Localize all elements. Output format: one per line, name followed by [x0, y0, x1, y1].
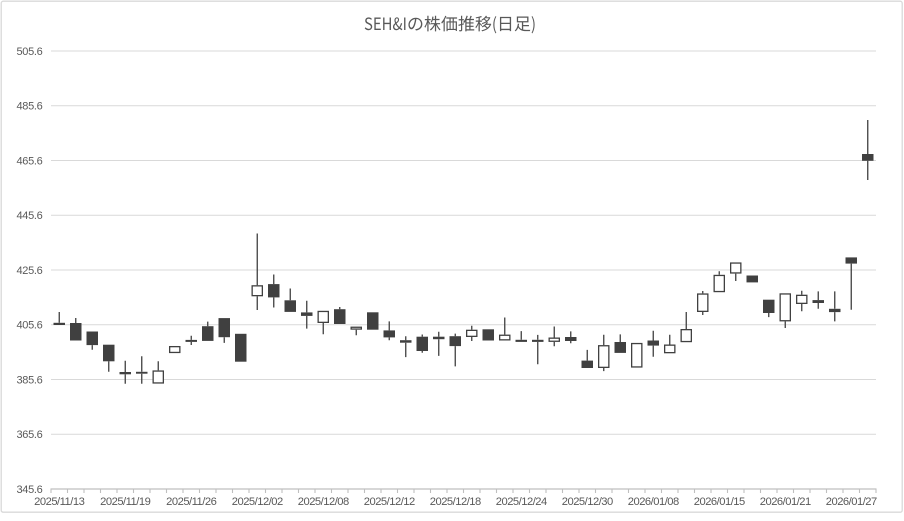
svg-text:2026/01/27: 2026/01/27 [826, 496, 877, 508]
svg-text:445.6: 445.6 [16, 210, 42, 222]
svg-text:385.6: 385.6 [16, 374, 42, 386]
svg-text:345.6: 345.6 [16, 484, 42, 496]
svg-text:405.6: 405.6 [16, 320, 42, 332]
svg-text:505.6: 505.6 [16, 46, 42, 58]
svg-text:2026/01/15: 2026/01/15 [694, 496, 745, 508]
svg-text:2025/11/26: 2025/11/26 [166, 496, 216, 508]
svg-text:425.6: 425.6 [16, 265, 42, 277]
svg-text:485.6: 485.6 [16, 101, 42, 113]
svg-text:2025/12/24: 2025/12/24 [496, 496, 547, 508]
svg-text:2025/12/02: 2025/12/02 [232, 496, 283, 508]
svg-text:465.6: 465.6 [16, 155, 42, 167]
svg-text:2025/11/13: 2025/11/13 [34, 496, 84, 508]
svg-text:2025/12/18: 2025/12/18 [430, 496, 481, 508]
svg-text:2025/11/19: 2025/11/19 [100, 496, 150, 508]
svg-text:2026/01/08: 2026/01/08 [628, 496, 679, 508]
svg-text:2025/12/08: 2025/12/08 [298, 496, 349, 508]
svg-text:2026/01/21: 2026/01/21 [760, 496, 811, 508]
svg-text:2025/12/30: 2025/12/30 [562, 496, 613, 508]
svg-text:2025/12/12: 2025/12/12 [364, 496, 415, 508]
svg-text:365.6: 365.6 [16, 429, 42, 441]
